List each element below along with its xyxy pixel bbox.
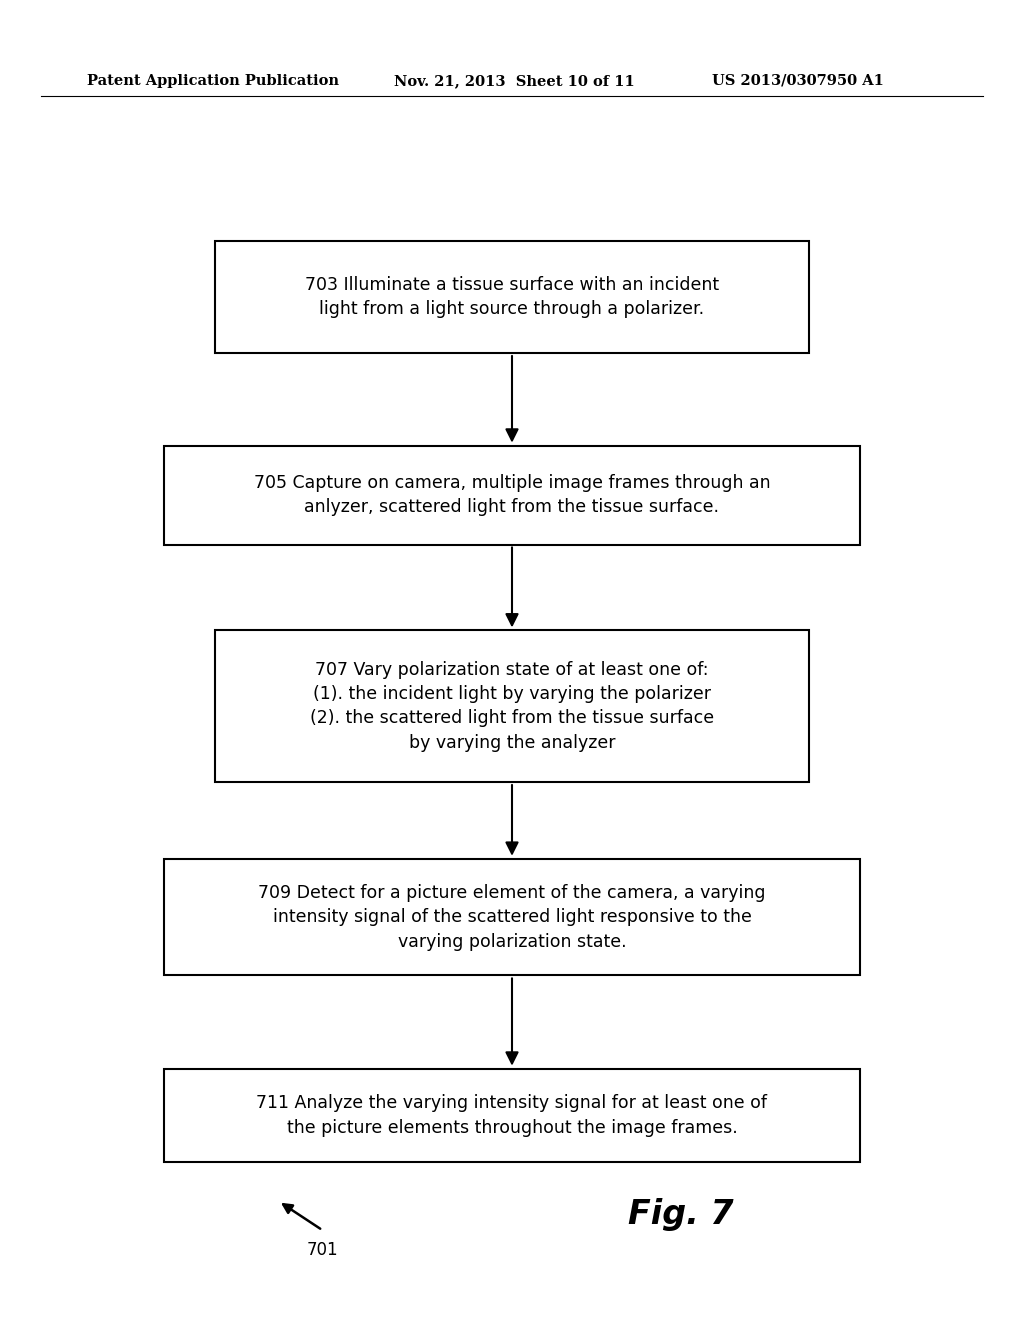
- Text: Patent Application Publication: Patent Application Publication: [87, 74, 339, 88]
- Bar: [164, 1069, 860, 1162]
- Text: 703 Illuminate a tissue surface with an incident
light from a light source throu: 703 Illuminate a tissue surface with an …: [305, 276, 719, 318]
- Text: 707 Vary polarization state of at least one of:
(1). the incident light by varyi: 707 Vary polarization state of at least …: [310, 661, 714, 751]
- Bar: [215, 240, 809, 352]
- Bar: [215, 630, 809, 781]
- Text: 705 Capture on camera, multiple image frames through an
anlyzer, scattered light: 705 Capture on camera, multiple image fr…: [254, 474, 770, 516]
- Text: Nov. 21, 2013  Sheet 10 of 11: Nov. 21, 2013 Sheet 10 of 11: [394, 74, 635, 88]
- Text: US 2013/0307950 A1: US 2013/0307950 A1: [712, 74, 884, 88]
- Text: 711 Analyze the varying intensity signal for at least one of
the picture element: 711 Analyze the varying intensity signal…: [256, 1094, 768, 1137]
- Text: 709 Detect for a picture element of the camera, a varying
intensity signal of th: 709 Detect for a picture element of the …: [258, 884, 766, 950]
- Text: 701: 701: [307, 1241, 338, 1259]
- Bar: [164, 446, 860, 544]
- Text: Fig. 7: Fig. 7: [628, 1199, 734, 1230]
- Bar: [164, 859, 860, 975]
